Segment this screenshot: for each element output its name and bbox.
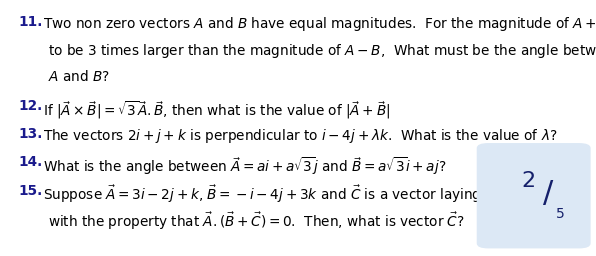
Text: 11.: 11. <box>19 15 43 29</box>
Text: $A$ and $B$?: $A$ and $B$? <box>48 69 110 83</box>
Text: 12.: 12. <box>19 99 43 113</box>
Text: The vectors $2i+j+k$ is perpendicular to $i-4j+\lambda k$.  What is the value of: The vectors $2i+j+k$ is perpendicular to… <box>44 127 558 145</box>
Text: Two non zero vectors $A$ and $B$ have equal magnitudes.  For the magnitude of $A: Two non zero vectors $A$ and $B$ have eq… <box>44 15 596 33</box>
Text: 15.: 15. <box>19 184 43 198</box>
Text: What is the angle between $\vec{A}=ai+a\sqrt{3}j$ and $\vec{B}=a\sqrt{3}i+aj$?: What is the angle between $\vec{A}=ai+a\… <box>44 155 446 177</box>
Text: $/$: $/$ <box>542 179 554 208</box>
Text: to be 3 times larger than the magnitude of $A-B$,  What must be the angle betwee: to be 3 times larger than the magnitude … <box>48 42 596 60</box>
Text: $\mathsf{\mathsf{5}}$: $\mathsf{\mathsf{5}}$ <box>555 207 565 221</box>
Text: 13.: 13. <box>19 127 43 141</box>
Text: with the property that $\vec{A}.(\vec{B}+\vec{C})=0$.  Then, what is vector $\ve: with the property that $\vec{A}.(\vec{B}… <box>48 210 465 232</box>
Text: If $|\vec{A} \times \vec{B}| = \sqrt{3}\vec{A}.\vec{B}$, then what is the value : If $|\vec{A} \times \vec{B}| = \sqrt{3}\… <box>44 99 390 121</box>
FancyBboxPatch shape <box>477 143 591 248</box>
Text: Suppose $\vec{A}=3i-2j+k$, $\vec{B}=-i-4j+3k$ and $\vec{C}$ is a vector laying a: Suppose $\vec{A}=3i-2j+k$, $\vec{B}=-i-4… <box>44 184 524 205</box>
Text: 14.: 14. <box>19 155 43 169</box>
Text: $\mathsf{2}$: $\mathsf{2}$ <box>521 171 535 191</box>
